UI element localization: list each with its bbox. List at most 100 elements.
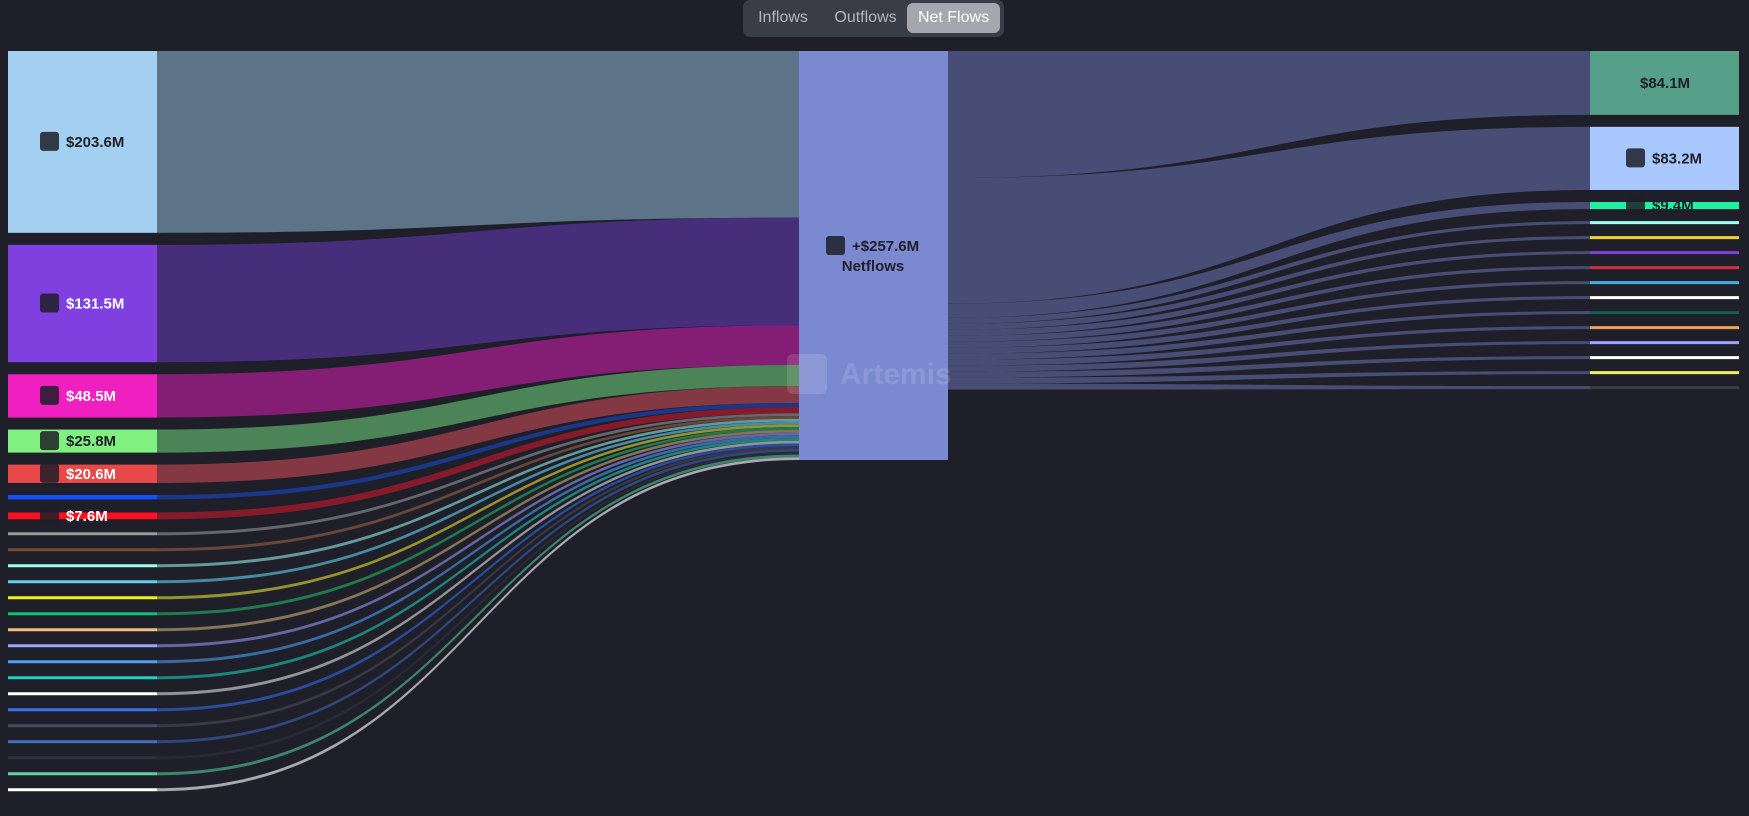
triangle-icon bbox=[40, 431, 59, 451]
inflow-link[interactable] bbox=[157, 429, 799, 632]
target-node[interactable] bbox=[1590, 221, 1739, 225]
source-value-label: $7.6M bbox=[66, 508, 108, 525]
target-node[interactable] bbox=[1590, 251, 1739, 255]
source-node[interactable] bbox=[8, 548, 157, 552]
inflow-link[interactable] bbox=[157, 446, 799, 728]
outflow-link[interactable] bbox=[948, 281, 1590, 348]
source-node[interactable] bbox=[8, 494, 157, 500]
outflow-link[interactable] bbox=[948, 221, 1590, 324]
inflow-link[interactable] bbox=[157, 424, 799, 600]
inflow-link[interactable] bbox=[157, 364, 799, 453]
inflow-link[interactable] bbox=[157, 325, 799, 418]
inflow-link[interactable] bbox=[157, 413, 799, 536]
inflow-link[interactable] bbox=[157, 449, 799, 744]
inflow-link[interactable] bbox=[157, 454, 799, 776]
source-node[interactable] bbox=[8, 724, 157, 728]
outflow-link[interactable] bbox=[948, 266, 1590, 342]
wormhole-icon bbox=[1626, 148, 1645, 168]
source-value-label: $48.5M bbox=[66, 388, 116, 405]
source-node[interactable] bbox=[8, 692, 157, 696]
arbitrum-icon bbox=[40, 131, 59, 151]
source-node[interactable] bbox=[8, 532, 157, 536]
outflow-link[interactable] bbox=[948, 371, 1590, 384]
target-node[interactable] bbox=[1590, 266, 1739, 270]
inflow-link[interactable] bbox=[157, 51, 799, 233]
inflow-link[interactable] bbox=[157, 386, 799, 483]
source-node[interactable] bbox=[8, 772, 157, 776]
inflow-link[interactable] bbox=[157, 451, 799, 760]
inflow-link[interactable] bbox=[157, 438, 799, 680]
center-value-label: +$257.6M bbox=[852, 238, 919, 255]
outflow-link[interactable] bbox=[948, 51, 1590, 179]
source-node[interactable] bbox=[8, 596, 157, 600]
source-node[interactable] bbox=[8, 676, 157, 680]
source-node[interactable] bbox=[8, 580, 157, 584]
source-node[interactable] bbox=[8, 612, 157, 616]
outflow-link[interactable] bbox=[948, 311, 1590, 360]
target-node[interactable] bbox=[1590, 356, 1739, 360]
outflow-link[interactable] bbox=[948, 251, 1590, 336]
source-node[interactable] bbox=[8, 374, 157, 418]
inflow-links bbox=[157, 51, 799, 792]
source-node[interactable] bbox=[8, 788, 157, 792]
target-node[interactable] bbox=[1590, 201, 1739, 210]
outflow-link[interactable] bbox=[948, 341, 1590, 372]
nodes: $203.6M $131.5M $48.5M $25.8M $20.6M $7.6M $84… bbox=[8, 51, 1739, 792]
avalanche-icon bbox=[40, 463, 59, 483]
source-value-label: $25.8M bbox=[66, 433, 116, 450]
target-value-label: $9.4M bbox=[1652, 198, 1694, 215]
source-node[interactable] bbox=[8, 660, 157, 664]
center-node bbox=[799, 51, 948, 460]
target-node[interactable] bbox=[1590, 126, 1739, 190]
target-node[interactable] bbox=[1590, 341, 1739, 345]
inflow-link[interactable] bbox=[157, 440, 799, 696]
target-node[interactable] bbox=[1590, 371, 1739, 375]
target-node[interactable] bbox=[1590, 296, 1739, 300]
source-node[interactable] bbox=[8, 51, 157, 233]
outflow-link[interactable] bbox=[948, 201, 1590, 318]
inflow-link[interactable] bbox=[157, 416, 799, 552]
inflow-link[interactable] bbox=[157, 457, 799, 792]
target-node[interactable] bbox=[1590, 326, 1739, 330]
inflow-link[interactable] bbox=[157, 427, 799, 616]
inflow-link[interactable] bbox=[157, 402, 799, 500]
tab-inflows[interactable]: Inflows bbox=[758, 9, 808, 26]
inflow-link[interactable] bbox=[157, 217, 799, 363]
target-node[interactable] bbox=[1590, 386, 1739, 390]
source-value-label: $203.6M bbox=[66, 134, 124, 151]
inflow-link[interactable] bbox=[157, 435, 799, 664]
inflow-link[interactable] bbox=[157, 421, 799, 584]
inflow-link[interactable] bbox=[157, 418, 799, 568]
tab-outflows[interactable]: Outflows bbox=[834, 9, 897, 26]
source-node[interactable] bbox=[8, 512, 157, 520]
target-node[interactable] bbox=[1590, 311, 1739, 315]
source-node[interactable] bbox=[8, 244, 157, 363]
source-node[interactable] bbox=[8, 564, 157, 568]
outflow-link[interactable] bbox=[948, 356, 1590, 378]
optimism-icon bbox=[40, 505, 59, 525]
source-node[interactable] bbox=[8, 740, 157, 744]
source-value-label: $131.5M bbox=[66, 296, 124, 313]
outflow-links bbox=[948, 51, 1590, 390]
outflow-link[interactable] bbox=[948, 296, 1590, 354]
inflow-link[interactable] bbox=[157, 432, 799, 648]
tab-net-flows[interactable]: Net Flows bbox=[907, 3, 1000, 33]
source-node[interactable] bbox=[8, 708, 157, 712]
source-node[interactable] bbox=[8, 756, 157, 760]
view-toggle: Inflows Outflows Net Flows bbox=[743, 0, 1004, 37]
target-node[interactable] bbox=[1590, 236, 1739, 240]
outflow-link[interactable] bbox=[948, 236, 1590, 330]
target-node[interactable] bbox=[1590, 281, 1739, 285]
inflow-link[interactable] bbox=[157, 407, 799, 520]
inflow-link[interactable] bbox=[157, 443, 799, 712]
outflow-link[interactable] bbox=[948, 126, 1590, 304]
source-node[interactable] bbox=[8, 628, 157, 632]
target-node[interactable] bbox=[1590, 51, 1739, 115]
sparkle-icon bbox=[40, 385, 59, 405]
center-sub-label: Netflows bbox=[842, 258, 905, 275]
outflow-link[interactable] bbox=[948, 383, 1590, 390]
polygon-icon bbox=[40, 293, 59, 313]
outflow-link[interactable] bbox=[948, 326, 1590, 366]
source-node[interactable] bbox=[8, 644, 157, 648]
